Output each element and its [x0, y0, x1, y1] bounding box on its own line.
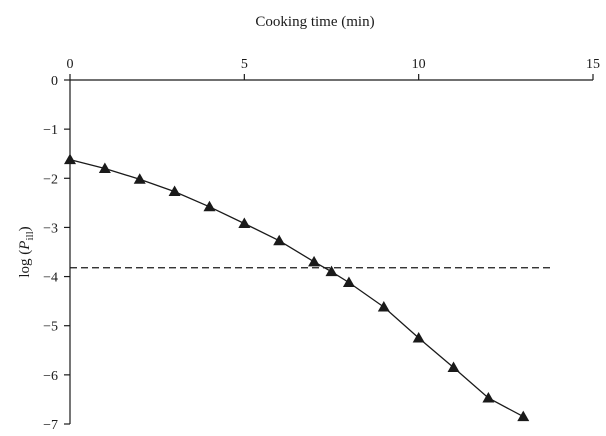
y-tick-label: −5	[43, 320, 58, 335]
y-tick-label: −6	[43, 369, 58, 384]
y-tick-label: −2	[43, 172, 58, 187]
y-axis-title-var: P	[17, 241, 33, 251]
x-tick-label: 10	[412, 57, 426, 72]
data-point-marker	[308, 255, 321, 267]
y-axis-title: log (Pill)	[17, 226, 36, 277]
data-point-marker	[168, 185, 181, 197]
data-point-marker	[133, 173, 146, 184]
data-point-marker	[238, 217, 251, 228]
y-tick-label: 0	[51, 74, 58, 89]
x-axis-ticks: 0 5 10 15	[67, 57, 600, 80]
axes	[69, 79, 593, 424]
data-point-marker	[325, 265, 338, 277]
data-point-marker	[203, 200, 216, 212]
y-tick-label: −1	[43, 123, 58, 138]
y-axis-title-suffix: )	[17, 226, 33, 231]
data-point-marker	[342, 276, 355, 287]
series-group	[64, 153, 530, 422]
y-tick-label: −3	[43, 221, 58, 236]
y-tick-label: −4	[43, 271, 58, 286]
x-tick-label: 5	[241, 57, 248, 72]
y-axis-title-sub: ill	[24, 231, 36, 240]
data-point-marker	[377, 301, 390, 312]
data-point-marker	[412, 332, 425, 343]
data-point-marker	[482, 391, 495, 403]
y-axis-ticks: 0 −1 −2 −3 −4 −5 −6 −7	[43, 74, 70, 433]
series-line	[69, 158, 524, 418]
y-axis-title-prefix: log (	[17, 250, 33, 278]
data-point-marker	[517, 410, 530, 422]
data-point-marker	[64, 153, 76, 165]
x-axis-title: Cooking time (min)	[255, 14, 374, 30]
x-tick-label: 15	[586, 57, 600, 72]
data-point-marker	[447, 361, 460, 372]
y-tick-label: −7	[43, 418, 58, 433]
data-point-marker	[98, 162, 111, 173]
x-tick-label: 0	[67, 57, 74, 72]
data-point-marker	[273, 234, 286, 246]
